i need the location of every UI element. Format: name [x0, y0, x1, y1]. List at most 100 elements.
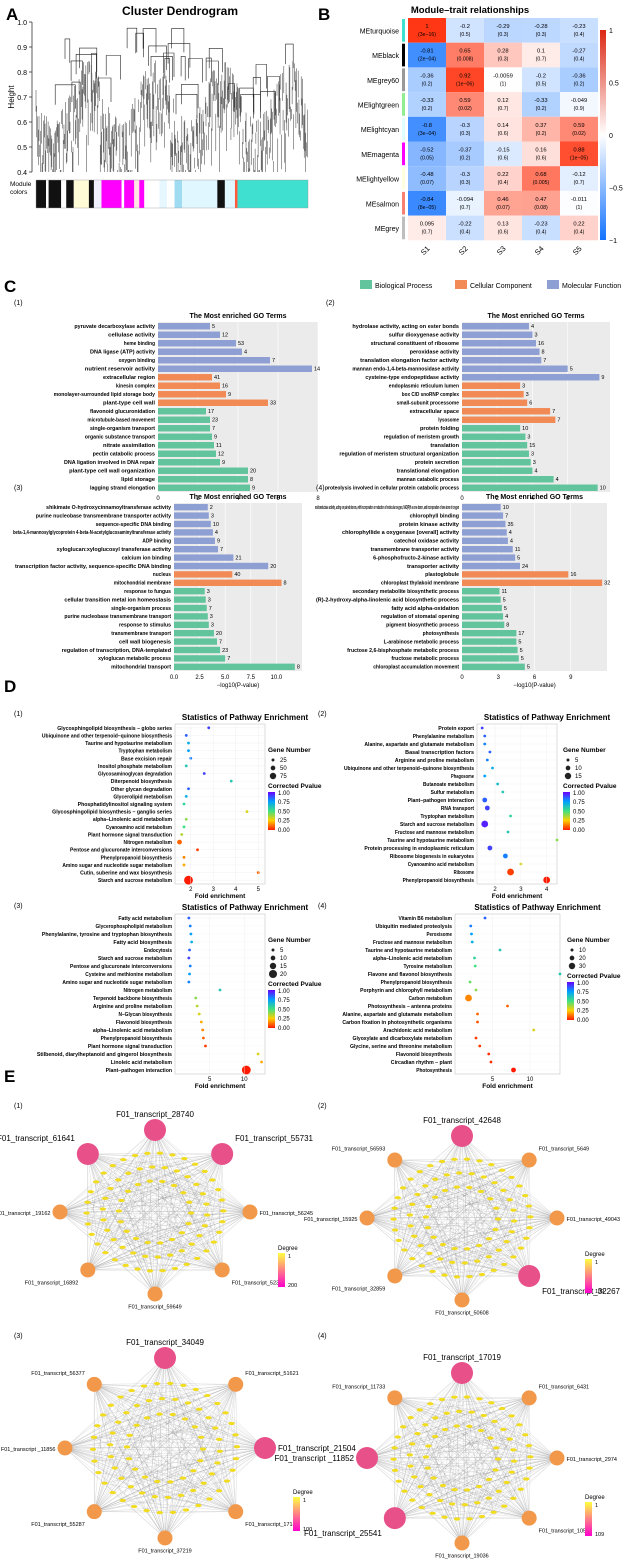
kegg-bubble — [188, 948, 191, 952]
kegg-tick-label: 5 — [257, 887, 261, 893]
kegg-bubble — [511, 1067, 516, 1073]
network-node — [222, 1411, 229, 1415]
go-bar-count: 17 — [518, 631, 524, 637]
heatmap-cell — [560, 116, 598, 142]
go-term-label: cellulase activity — [108, 333, 155, 339]
kegg-pathway-label: Glycosphingolipid biosynthesis – ganglio… — [52, 810, 172, 816]
go-term-label: chloroplast accumulation movement — [373, 665, 459, 671]
pvalue-tick-label: 0.00 — [278, 1026, 290, 1032]
go-bar — [158, 374, 212, 381]
go-bar — [462, 331, 533, 338]
network-3: (3) F01_transcript_34049 F01_transcript_51… — [1, 1333, 357, 1555]
hub-node — [521, 1510, 537, 1526]
heatmap-cell — [484, 141, 522, 167]
network-node — [461, 1503, 469, 1507]
network-node — [117, 1220, 124, 1224]
kegg-bubble — [506, 830, 510, 834]
network-node — [485, 1237, 493, 1241]
network-node — [432, 1177, 439, 1181]
network-node — [107, 1455, 115, 1459]
go-tick-label: 7.5 — [247, 675, 256, 681]
network-node — [522, 1433, 529, 1437]
hub-label: F01_transcript _19162 — [0, 1211, 51, 1217]
hub-label: F01_transcript _11852 — [275, 1454, 355, 1463]
go-term-label: box C/D snoRNP complex — [402, 392, 459, 398]
hub-label: F01_transcript_32859 — [332, 1286, 386, 1292]
go-term-label: regulation of meristem growth — [384, 435, 459, 441]
go-bar-count: 11 — [501, 589, 507, 595]
go-term-label: translational elongation — [397, 469, 459, 475]
kegg-plot-frame — [174, 913, 266, 1075]
cell-value: 0.22 — [497, 172, 508, 178]
network-node — [117, 1395, 124, 1399]
go-term-label: mannan catabolic process — [397, 477, 460, 483]
kegg-pathway-label: Terpenoid backbone biosynthesis — [93, 996, 172, 1002]
network-node — [195, 1407, 203, 1411]
module-color-segment — [93, 180, 102, 208]
network-node — [455, 1171, 463, 1175]
hub-node — [144, 1119, 166, 1141]
network-node — [487, 1436, 494, 1440]
kegg-pathway-label: Flavonoid biosynthesis — [396, 1052, 452, 1058]
cell-pvalue: (0.02) — [572, 131, 586, 137]
network-node — [111, 1466, 118, 1470]
go-bar-count: 9 — [222, 460, 225, 466]
network-node — [475, 1484, 483, 1489]
network-node — [441, 1273, 448, 1277]
kegg-axis-label: Fold enrichment — [195, 893, 246, 900]
module-color-segment — [217, 180, 225, 208]
network-node — [111, 1258, 119, 1262]
cell-value: -0.8 — [422, 123, 432, 129]
network-node — [134, 1182, 142, 1187]
cell-value: -0.28 — [534, 24, 547, 30]
heatmap-cell — [408, 67, 446, 93]
go-term-label: response to stimulus — [119, 623, 171, 629]
dendrogram-title: Cluster Dendrogram — [122, 4, 238, 18]
kegg-pathway-label: alpha–Linolenic acid metabolism — [373, 956, 453, 962]
hub-node — [387, 1390, 403, 1406]
go-term-label: pigment biosynthetic process — [386, 623, 459, 629]
go-bar — [462, 554, 516, 561]
network-node — [468, 1172, 475, 1176]
go-bar-count: 11 — [216, 443, 222, 449]
kegg-pathway-label: Ubiquinone and other terpenoid–quinone b… — [344, 766, 474, 772]
go-bar — [158, 459, 220, 466]
network-node — [463, 1395, 471, 1399]
network-node — [430, 1235, 437, 1239]
kegg-bubble — [241, 1065, 251, 1075]
pvalue-title: Corrected Pvalue — [563, 783, 617, 790]
pvalue-tick-label: 1.00 — [577, 981, 589, 987]
network-node — [523, 1236, 530, 1240]
heatmap-cell — [560, 215, 598, 241]
kegg-chart-1: (1) Statistics of Pathway Enrichment Glyco… — [14, 711, 322, 900]
pvalue-colorbar — [268, 990, 275, 1028]
go-bar — [174, 504, 208, 511]
kegg-pathway-label: Cysteine and methionine metabolism — [85, 972, 172, 978]
network-node — [92, 1180, 100, 1184]
go-term-label: translation elongation factor activity — [360, 358, 459, 364]
network-node — [485, 1255, 492, 1259]
pvalue-tick-label: 1.00 — [573, 791, 585, 797]
network-node — [223, 1479, 231, 1483]
module-color-segment — [237, 180, 308, 208]
network-node — [126, 1433, 133, 1437]
kegg-bubble — [207, 726, 211, 730]
cell-value: -0.23 — [534, 222, 547, 228]
network-node — [180, 1383, 187, 1387]
row-color-bar — [402, 142, 405, 166]
network-node — [474, 1501, 481, 1505]
color-scale-label: 1 — [609, 28, 613, 35]
network-node — [510, 1219, 518, 1223]
network-node — [487, 1197, 494, 1201]
network-node — [94, 1424, 101, 1428]
network-node — [173, 1169, 180, 1173]
kegg-bubble — [180, 833, 184, 836]
cell-value: 1 — [425, 24, 428, 30]
kegg-bubble — [469, 924, 473, 928]
go-term-label: transmembrane transporter activity — [371, 547, 460, 553]
cell-pvalue: (0.2) — [460, 156, 471, 162]
heatmap-cell — [446, 42, 484, 68]
go-chart-title: The Most enriched GO Terms — [487, 313, 584, 320]
go-term-label: hydrolase activity, acting on ester bond… — [352, 324, 459, 330]
pvalue-colorbar — [563, 792, 570, 830]
